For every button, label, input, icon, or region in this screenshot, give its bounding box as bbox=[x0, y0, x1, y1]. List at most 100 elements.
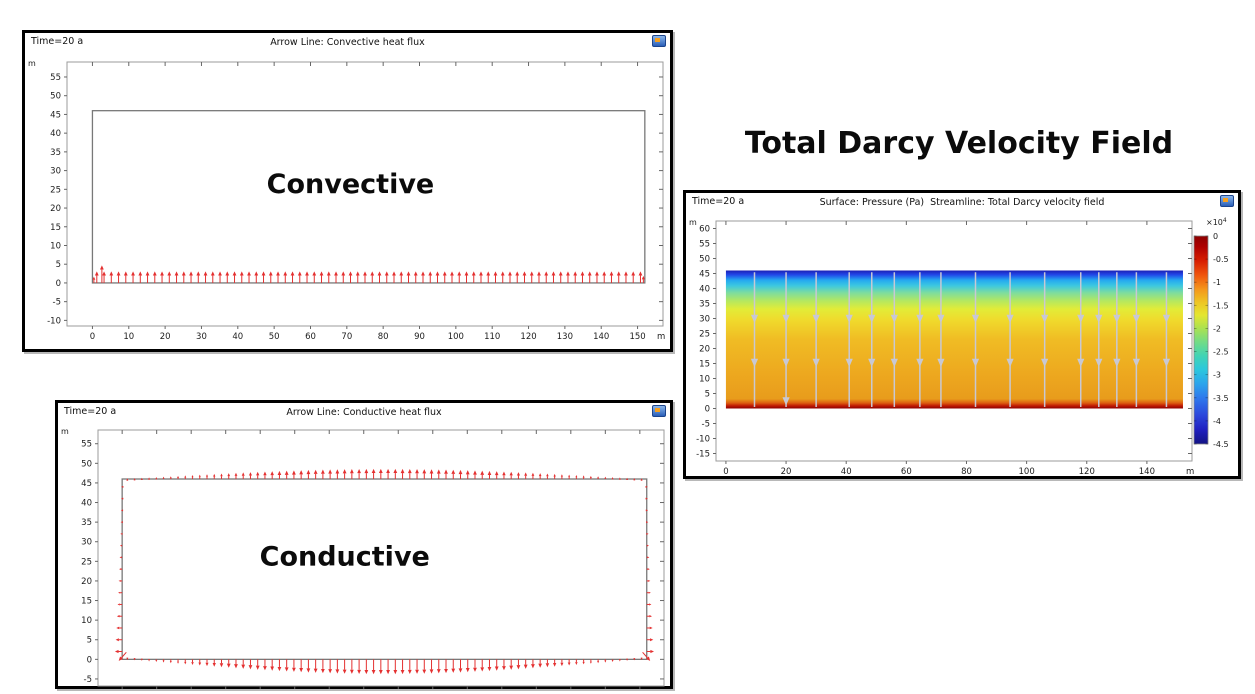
svg-text:30: 30 bbox=[50, 167, 61, 177]
axes: 0 10 20 30 40 50 60 70 80 90 100 110 120 130 140 150555… bbox=[28, 59, 665, 342]
svg-text:-3: -3 bbox=[1213, 371, 1221, 380]
svg-text:20: 20 bbox=[160, 332, 171, 342]
svg-text:m: m bbox=[689, 218, 697, 227]
plot-header: Time=20 a Arrow Line: Conductive heat fl… bbox=[58, 403, 670, 424]
svg-text:15: 15 bbox=[699, 360, 710, 370]
svg-text:50: 50 bbox=[50, 92, 61, 102]
svg-text:10: 10 bbox=[50, 241, 61, 251]
svg-text:35: 35 bbox=[81, 518, 92, 528]
svg-text:20: 20 bbox=[81, 577, 92, 587]
svg-text:10: 10 bbox=[81, 616, 92, 626]
colorbar: ×104 0 -0.5 -1 -1.5 -2 -2.5 -3 -3.5 -4 -4.5 bbox=[1193, 217, 1229, 449]
time-annotation: Time=20 a bbox=[31, 36, 84, 47]
svg-text:0: 0 bbox=[56, 279, 61, 289]
plot-header: Time=20 a Surface: Pressure (Pa) Streaml… bbox=[686, 193, 1238, 214]
svg-text:80: 80 bbox=[378, 332, 389, 342]
svg-text:15: 15 bbox=[81, 597, 92, 607]
svg-text:-5: -5 bbox=[702, 420, 710, 430]
svg-text:-3.5: -3.5 bbox=[1213, 394, 1229, 403]
plot-header: Time=20 a Arrow Line: Convective heat fl… bbox=[25, 33, 670, 54]
svg-text:40: 40 bbox=[232, 332, 243, 342]
svg-text:60: 60 bbox=[901, 467, 912, 477]
svg-text:10: 10 bbox=[123, 332, 134, 342]
convective-heat-flux-window: Time=20 a Arrow Line: Convective heat fl… bbox=[22, 30, 673, 352]
heat-flux-arrows bbox=[92, 265, 645, 283]
svg-text:140: 140 bbox=[593, 332, 609, 342]
heat-flux-arrows bbox=[114, 468, 654, 675]
svg-text:30: 30 bbox=[196, 332, 207, 342]
svg-text:50: 50 bbox=[269, 332, 280, 342]
pressure-surface bbox=[725, 270, 1183, 409]
svg-text:-15: -15 bbox=[696, 450, 710, 460]
svg-text:20: 20 bbox=[699, 345, 710, 355]
svg-text:15: 15 bbox=[50, 223, 61, 233]
svg-text:25: 25 bbox=[81, 557, 92, 567]
svg-text:-4.5: -4.5 bbox=[1213, 440, 1229, 449]
svg-text:0: 0 bbox=[87, 655, 92, 665]
svg-text:-1.5: -1.5 bbox=[1213, 301, 1229, 310]
convective-plot: 0 10 20 30 40 50 60 70 80 90 100 110 120 130 140 150555… bbox=[28, 59, 665, 342]
darcy-streamlines bbox=[750, 272, 1171, 407]
svg-text:40: 40 bbox=[841, 467, 852, 477]
svg-text:-4: -4 bbox=[1213, 417, 1221, 426]
darcy-velocity-window: Time=20 a Surface: Pressure (Pa) Streaml… bbox=[683, 190, 1241, 479]
svg-text:m: m bbox=[61, 427, 69, 436]
svg-text:60: 60 bbox=[305, 332, 316, 342]
svg-text:40: 40 bbox=[699, 285, 710, 295]
time-annotation: Time=20 a bbox=[692, 196, 745, 207]
popout-icon-inner bbox=[1223, 198, 1228, 202]
svg-text:140: 140 bbox=[1139, 467, 1155, 477]
time-annotation: Time=20 a bbox=[64, 406, 117, 417]
svg-text:55: 55 bbox=[50, 73, 61, 83]
svg-text:-0.5: -0.5 bbox=[1213, 255, 1229, 264]
svg-text:20: 20 bbox=[781, 467, 792, 477]
svg-text:70: 70 bbox=[341, 332, 352, 342]
popout-window-icon[interactable] bbox=[652, 35, 666, 47]
popout-window-icon[interactable] bbox=[1220, 195, 1234, 207]
overlay-label: Conductive bbox=[260, 541, 430, 572]
svg-text:120: 120 bbox=[1079, 467, 1095, 477]
svg-text:10: 10 bbox=[699, 375, 710, 385]
svg-text:-10: -10 bbox=[47, 316, 61, 326]
svg-text:35: 35 bbox=[50, 148, 61, 158]
svg-text:30: 30 bbox=[699, 315, 710, 325]
plot-title: Arrow Line: Convective heat flux bbox=[270, 37, 425, 48]
svg-text:-2: -2 bbox=[1213, 324, 1221, 333]
svg-text:100: 100 bbox=[1019, 467, 1035, 477]
svg-text:35: 35 bbox=[699, 300, 710, 310]
svg-text:-5: -5 bbox=[53, 298, 61, 308]
svg-text:90: 90 bbox=[414, 332, 425, 342]
figure-heading: Total Darcy Velocity Field bbox=[744, 126, 1174, 161]
svg-text:-5: -5 bbox=[84, 675, 92, 685]
svg-text:-1: -1 bbox=[1213, 278, 1221, 287]
svg-text:50: 50 bbox=[699, 255, 710, 265]
svg-text:45: 45 bbox=[81, 479, 92, 489]
svg-text:60: 60 bbox=[699, 225, 710, 235]
popout-window-icon[interactable] bbox=[652, 405, 666, 417]
svg-text:5: 5 bbox=[56, 260, 61, 270]
svg-text:5: 5 bbox=[87, 636, 92, 646]
plot-title: Arrow Line: Conductive heat flux bbox=[286, 407, 442, 418]
conductive-heat-flux-window: Time=20 a Arrow Line: Conductive heat fl… bbox=[55, 400, 673, 689]
svg-text:0: 0 bbox=[90, 332, 95, 342]
svg-text:150: 150 bbox=[629, 332, 645, 342]
colorbar-multiplier: ×104 bbox=[1206, 217, 1227, 227]
svg-text:0: 0 bbox=[723, 467, 728, 477]
axes: 0 20 40 60 80 100 120 1406055504540353025201510… bbox=[689, 218, 1194, 477]
svg-text:-2.5: -2.5 bbox=[1213, 348, 1229, 357]
svg-text:0: 0 bbox=[1213, 232, 1218, 241]
svg-text:45: 45 bbox=[50, 110, 61, 120]
model-domain-outline bbox=[91, 110, 646, 284]
svg-text:80: 80 bbox=[961, 467, 972, 477]
svg-text:40: 40 bbox=[50, 129, 61, 139]
svg-text:-10: -10 bbox=[696, 435, 710, 445]
darcy-velocity-plot: 0 20 40 60 80 100 120 1406055504540353025201510… bbox=[689, 217, 1229, 477]
svg-text:20: 20 bbox=[50, 204, 61, 214]
svg-text:m: m bbox=[28, 59, 36, 68]
svg-text:55: 55 bbox=[81, 440, 92, 450]
svg-text:40: 40 bbox=[81, 499, 92, 509]
svg-text:45: 45 bbox=[699, 270, 710, 280]
svg-text:130: 130 bbox=[557, 332, 573, 342]
